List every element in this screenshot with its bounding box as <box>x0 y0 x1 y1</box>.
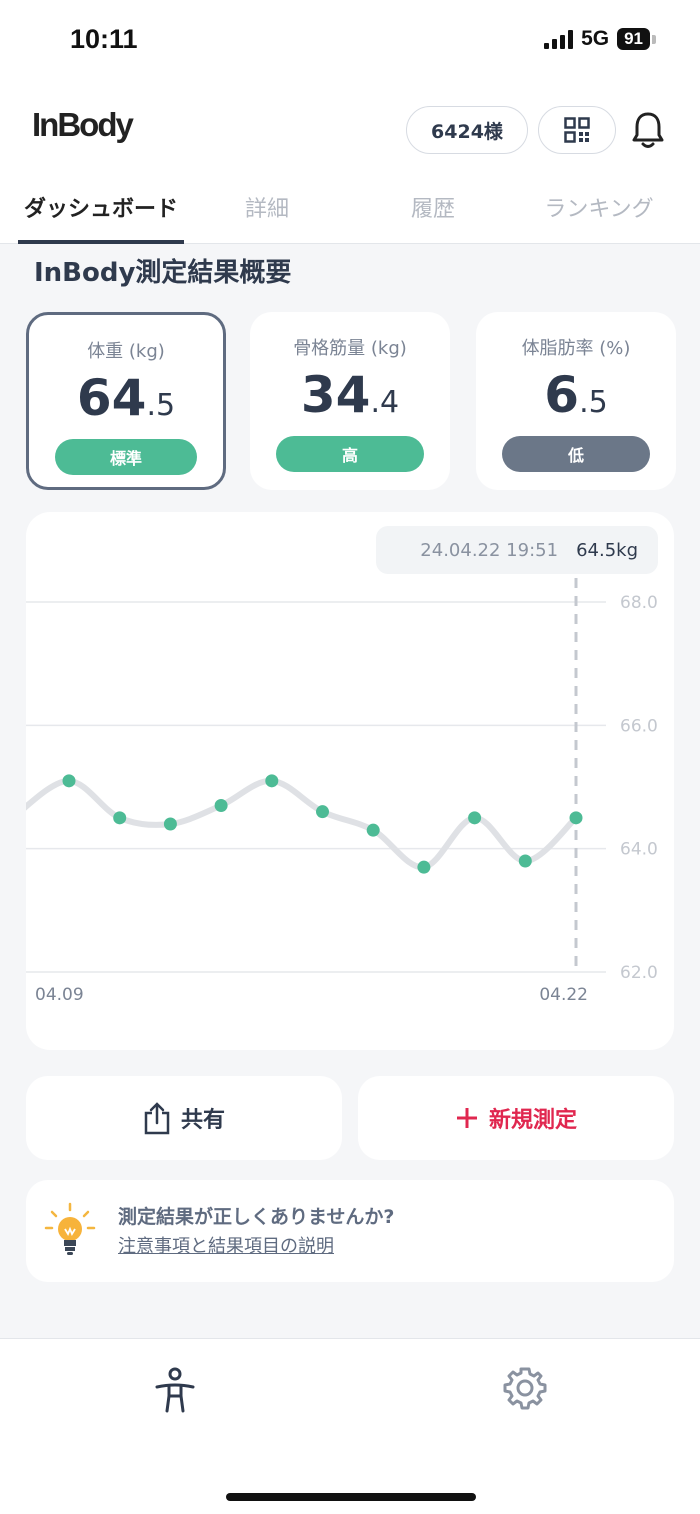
new-measurement-button[interactable]: 新規測定 <box>358 1076 674 1160</box>
person-icon[interactable] <box>152 1367 198 1413</box>
status-time: 10:11 <box>70 24 138 54</box>
tab-details[interactable]: 詳細 <box>244 197 289 222</box>
share-button[interactable]: 共有 <box>26 1076 342 1160</box>
data-point <box>316 805 329 819</box>
chart-tooltip: 24.04.22 19:51 64.5kg <box>376 526 658 574</box>
lightbulb-icon <box>44 1202 96 1255</box>
data-point <box>468 811 482 825</box>
qr-button[interactable] <box>538 106 616 154</box>
data-point <box>62 774 76 788</box>
weight-card[interactable]: 体重 (kg) 64.5 標準 <box>26 312 226 490</box>
plus-icon <box>456 1108 477 1128</box>
status-badge: 低 <box>502 436 650 472</box>
info-box: 測定結果が正しくありませんか? 注意事項と結果項目の説明 <box>26 1180 674 1282</box>
muscle-mass-card[interactable]: 骨格筋量 (kg) 34.4 高 <box>250 312 450 490</box>
bottom-nav <box>0 1338 700 1514</box>
x-tick-label: 04.09 <box>35 985 84 1005</box>
card-value: 6.5 <box>544 366 608 424</box>
data-point <box>417 860 431 874</box>
tab-ranking[interactable]: ランキング <box>544 197 654 222</box>
tab-indicator <box>18 240 184 244</box>
data-point <box>366 823 380 837</box>
y-tick-label: 62.0 <box>620 963 658 983</box>
share-icon <box>144 1102 170 1135</box>
data-point <box>569 811 583 825</box>
data-point <box>214 799 228 812</box>
info-question: 測定結果が正しくありませんか? <box>118 1206 395 1228</box>
data-point <box>163 817 177 831</box>
battery-icon: 91 <box>617 28 656 50</box>
share-label: 共有 <box>180 1108 225 1133</box>
section-title: InBody測定結果概要 <box>34 258 292 288</box>
app-header: InBody 6424様 <box>0 80 700 176</box>
y-tick-label: 64.0 <box>620 840 658 860</box>
tab-dashboard[interactable]: ダッシュボード <box>23 197 178 222</box>
status-bar: 10:11 5G 91 <box>0 0 700 80</box>
tab-history[interactable]: 履歴 <box>410 197 455 222</box>
body-fat-card[interactable]: 体脂肪率 (%) 6.5 低 <box>476 312 676 490</box>
home-indicator <box>226 1493 476 1501</box>
card-value: 34.4 <box>300 366 400 424</box>
gear-icon[interactable] <box>502 1365 548 1411</box>
status-badge: 標準 <box>55 439 197 475</box>
signal-icon <box>544 29 574 49</box>
points-button[interactable]: 6424様 <box>406 106 528 154</box>
x-tick-label: 04.22 <box>539 985 588 1005</box>
tab-bar: ダッシュボード 詳細 履歴 ランキング <box>0 176 700 244</box>
network-label: 5G <box>581 27 610 50</box>
info-link[interactable]: 注意事項と結果項目の説明 <box>118 1236 334 1257</box>
series-line <box>26 777 579 871</box>
data-point <box>518 854 532 868</box>
new-measurement-label: 新規測定 <box>488 1108 577 1133</box>
y-tick-label: 68.0 <box>620 593 658 613</box>
tooltip-date: 24.04.22 19:51 <box>420 539 559 561</box>
data-point <box>113 811 127 825</box>
tooltip-value: 64.5kg <box>576 539 638 561</box>
app-logo: InBody <box>32 106 134 143</box>
card-label: 体脂肪率 (%) <box>521 338 631 359</box>
y-tick-label: 66.0 <box>620 716 658 736</box>
weight-chart[interactable]: 68.0 66.0 64.0 62.0 04.09 04.22 24.04.22 19:5… <box>26 512 674 1050</box>
card-value: 64.5 <box>76 369 176 427</box>
data-point <box>265 774 279 788</box>
battery-level: 91 <box>617 28 650 50</box>
bell-icon[interactable] <box>630 110 666 150</box>
card-label: 骨格筋量 (kg) <box>293 338 407 359</box>
status-right: 5G 91 <box>544 27 656 51</box>
chart-canvas: 68.0 66.0 64.0 62.0 04.09 04.22 <box>26 578 658 1005</box>
status-badge: 高 <box>276 436 424 472</box>
card-label: 体重 (kg) <box>87 341 165 362</box>
qr-code-icon <box>564 117 590 143</box>
